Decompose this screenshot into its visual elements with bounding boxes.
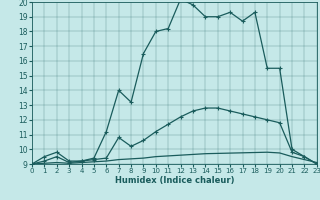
X-axis label: Humidex (Indice chaleur): Humidex (Indice chaleur) (115, 176, 234, 185)
